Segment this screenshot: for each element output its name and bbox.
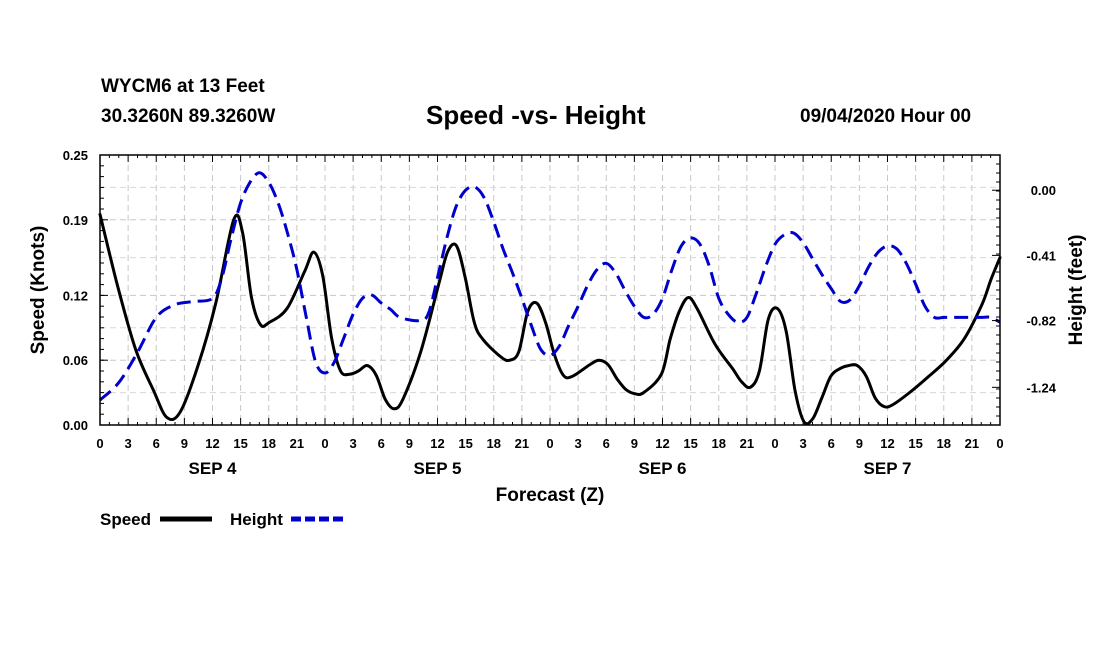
y-right-tick-label: -0.82 xyxy=(1026,314,1056,329)
x-tick-label: 18 xyxy=(937,436,951,451)
coordinates-label: 30.3260N 89.3260W xyxy=(101,106,276,127)
grid xyxy=(100,155,1000,425)
x-tick-label: 21 xyxy=(740,436,754,451)
x-tick-label: 0 xyxy=(321,436,328,451)
series-layer xyxy=(98,171,1002,426)
y-left-tick-label: 0.19 xyxy=(63,213,88,228)
forecast-datetime: 09/04/2020 Hour 00 xyxy=(800,106,972,127)
x-tick-label: 6 xyxy=(378,436,385,451)
x-tick-label: 6 xyxy=(828,436,835,451)
y-left-tick-label: 0.00 xyxy=(63,418,88,433)
x-tick-label: 18 xyxy=(487,436,501,451)
x-tick-label: 21 xyxy=(290,436,304,451)
station-label: WYCM6 at 13 Feet xyxy=(101,76,265,97)
x-tick-label: 21 xyxy=(965,436,979,451)
x-tick-label: 9 xyxy=(406,436,413,451)
x-tick-label: 0 xyxy=(96,436,103,451)
series-line-speed xyxy=(98,212,1002,426)
y-right-tick-label: -1.24 xyxy=(1026,380,1056,395)
legend-label-height: Height xyxy=(230,510,283,529)
x-tick-label: 0 xyxy=(996,436,1003,451)
x-tick-label: 18 xyxy=(262,436,276,451)
x-tick-label: 3 xyxy=(125,436,132,451)
x-tick-label: 21 xyxy=(515,436,529,451)
y-left-tick-label: 0.06 xyxy=(63,353,88,368)
y-axis-right-label: Height (feet) xyxy=(1066,235,1087,346)
day-label: SEP 4 xyxy=(189,459,237,478)
y-right-tick-label: 0.00 xyxy=(1031,183,1056,198)
x-tick-label: 9 xyxy=(631,436,638,451)
x-tick-label: 15 xyxy=(908,436,922,451)
x-tick-label: 9 xyxy=(181,436,188,451)
legend: Speed Height xyxy=(100,510,343,529)
y-left-tick-label: 0.12 xyxy=(63,288,88,303)
x-tick-label: 0 xyxy=(546,436,553,451)
x-tick-label: 12 xyxy=(880,436,894,451)
chart-title: Speed -vs- Height xyxy=(426,100,646,130)
x-tick-label: 0 xyxy=(771,436,778,451)
x-tick-label: 12 xyxy=(655,436,669,451)
day-label: SEP 7 xyxy=(864,459,912,478)
x-tick-label: 12 xyxy=(430,436,444,451)
day-label: SEP 5 xyxy=(414,459,462,478)
x-tick-label: 3 xyxy=(350,436,357,451)
x-tick-label: 9 xyxy=(856,436,863,451)
y-left-tick-label: 0.25 xyxy=(63,148,88,163)
x-tick-label: 15 xyxy=(683,436,697,451)
x-tick-label: 3 xyxy=(575,436,582,451)
x-tick-label: 15 xyxy=(458,436,472,451)
x-tick-label: 15 xyxy=(233,436,247,451)
x-axis-label: Forecast (Z) xyxy=(496,485,605,506)
x-tick-label: 18 xyxy=(712,436,726,451)
y-right-tick-label: -0.41 xyxy=(1026,248,1056,263)
axes: 0 3 6 9 12 15 18 21 0 3 6 9 12 15 18 21 0 3 6 9 12 15 18 21 0 3 6 9… xyxy=(63,148,1057,478)
x-tick-label: 6 xyxy=(603,436,610,451)
legend-label-speed: Speed xyxy=(100,510,151,529)
day-label: SEP 6 xyxy=(639,459,687,478)
x-tick-label: 12 xyxy=(205,436,219,451)
y-axis-left-label: Speed (Knots) xyxy=(28,226,49,355)
x-tick-label: 3 xyxy=(800,436,807,451)
x-tick-label: 6 xyxy=(153,436,160,451)
series-line-height xyxy=(98,171,1001,402)
